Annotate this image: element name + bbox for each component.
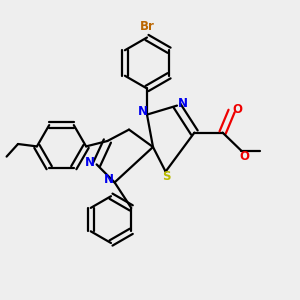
Text: S: S bbox=[162, 170, 170, 184]
Text: N: N bbox=[177, 97, 188, 110]
Text: N: N bbox=[103, 173, 114, 186]
Text: N: N bbox=[138, 105, 148, 118]
Text: Br: Br bbox=[140, 20, 154, 33]
Text: N: N bbox=[85, 155, 95, 169]
Text: O: O bbox=[232, 103, 243, 116]
Text: O: O bbox=[240, 149, 250, 163]
